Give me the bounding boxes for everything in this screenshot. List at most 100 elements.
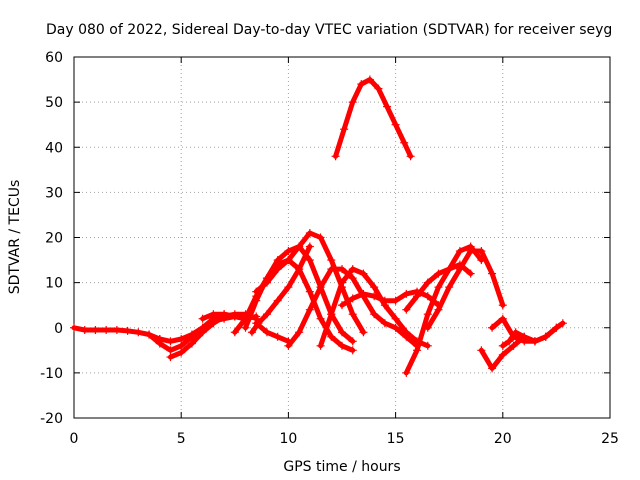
data-point — [348, 98, 357, 107]
data-point — [402, 289, 411, 298]
x-axis-label: GPS time / hours — [283, 459, 400, 475]
y-tick-label: 60 — [45, 50, 63, 66]
data-point — [305, 305, 314, 314]
series-tail-a — [477, 323, 561, 373]
data-point — [166, 337, 175, 346]
data-point — [520, 332, 529, 341]
data-point — [262, 278, 271, 287]
y-tick-label: 20 — [45, 231, 63, 247]
data-point — [445, 265, 454, 274]
data-point — [541, 332, 550, 341]
data-point — [327, 265, 336, 274]
data-point — [434, 283, 443, 292]
data-point — [316, 314, 325, 323]
data-point — [230, 312, 239, 321]
data-point — [400, 138, 409, 147]
x-tick-label: 20 — [494, 431, 512, 447]
data-point — [155, 335, 164, 344]
data-point — [511, 328, 520, 337]
data-point — [327, 310, 336, 319]
data-point — [166, 353, 175, 362]
data-point — [198, 314, 207, 323]
data-point — [338, 328, 346, 337]
data-point — [402, 328, 411, 337]
data-point — [252, 296, 261, 305]
series-line — [318, 266, 431, 349]
data-point — [434, 305, 443, 314]
data-point — [558, 319, 567, 328]
data-point — [370, 283, 379, 292]
data-point — [220, 310, 229, 319]
data-point — [445, 283, 454, 292]
data-point — [466, 269, 475, 278]
data-point — [295, 328, 304, 337]
axis-ticks: 0 5 10 15 20 25 -20 -10 0 10 20 30 40 50 60 — [40, 50, 619, 447]
data-point — [273, 332, 282, 341]
series-line — [333, 77, 414, 159]
data-point — [402, 368, 411, 377]
grid — [74, 57, 610, 418]
series-line — [425, 248, 506, 331]
y-tick-label: 0 — [54, 321, 63, 337]
data-point — [262, 328, 271, 337]
data-point — [166, 346, 175, 355]
series-peak — [331, 75, 415, 161]
x-tick-label: 10 — [279, 431, 297, 447]
data-point — [357, 80, 366, 89]
data-point — [488, 364, 497, 373]
data-point — [391, 120, 400, 129]
data-point — [340, 125, 349, 134]
data-point — [391, 296, 400, 305]
y-tick-label: 50 — [45, 95, 63, 111]
data-point — [348, 274, 357, 283]
data-point — [391, 314, 400, 323]
data-point — [91, 326, 100, 335]
data-point — [530, 337, 539, 346]
data-point — [505, 337, 514, 346]
x-tick-label: 0 — [70, 431, 79, 447]
data-point — [434, 269, 443, 278]
data-point — [423, 310, 432, 319]
series-hump — [338, 287, 443, 310]
series-line — [403, 244, 484, 376]
data-point — [359, 269, 368, 278]
data-point — [509, 341, 518, 350]
data-point — [374, 84, 383, 93]
data-point — [102, 326, 111, 335]
data-point — [187, 339, 196, 348]
y-tick-label: -10 — [40, 366, 63, 382]
y-tick-label: 40 — [45, 140, 63, 156]
data-point — [177, 341, 186, 350]
data-point — [348, 346, 357, 355]
series-late-3 — [423, 247, 507, 332]
data-point — [348, 265, 357, 274]
data-point — [273, 256, 282, 265]
data-point — [252, 319, 261, 328]
data-point — [348, 337, 357, 346]
data-point — [413, 346, 422, 355]
data-point — [177, 348, 186, 357]
data-point — [338, 341, 346, 350]
data-point — [252, 287, 261, 296]
data-point — [241, 323, 250, 332]
data-point — [338, 278, 346, 287]
data-point — [455, 265, 464, 274]
series-line — [253, 320, 291, 344]
data-point — [284, 283, 293, 292]
series-late-1 — [402, 242, 486, 377]
data-point — [305, 256, 314, 265]
data-point — [380, 319, 389, 328]
data-point — [316, 341, 325, 350]
data-point — [123, 326, 132, 335]
x-tick-label: 15 — [387, 431, 405, 447]
data-point — [402, 305, 411, 314]
series-arc-3 — [252, 228, 368, 337]
data-point — [348, 294, 357, 303]
data-point — [348, 310, 357, 319]
data-point — [80, 326, 89, 335]
data-point — [370, 292, 379, 301]
data-point — [284, 341, 293, 350]
data-point — [413, 292, 422, 301]
data-point — [423, 341, 432, 350]
series-dip-c — [166, 310, 261, 362]
